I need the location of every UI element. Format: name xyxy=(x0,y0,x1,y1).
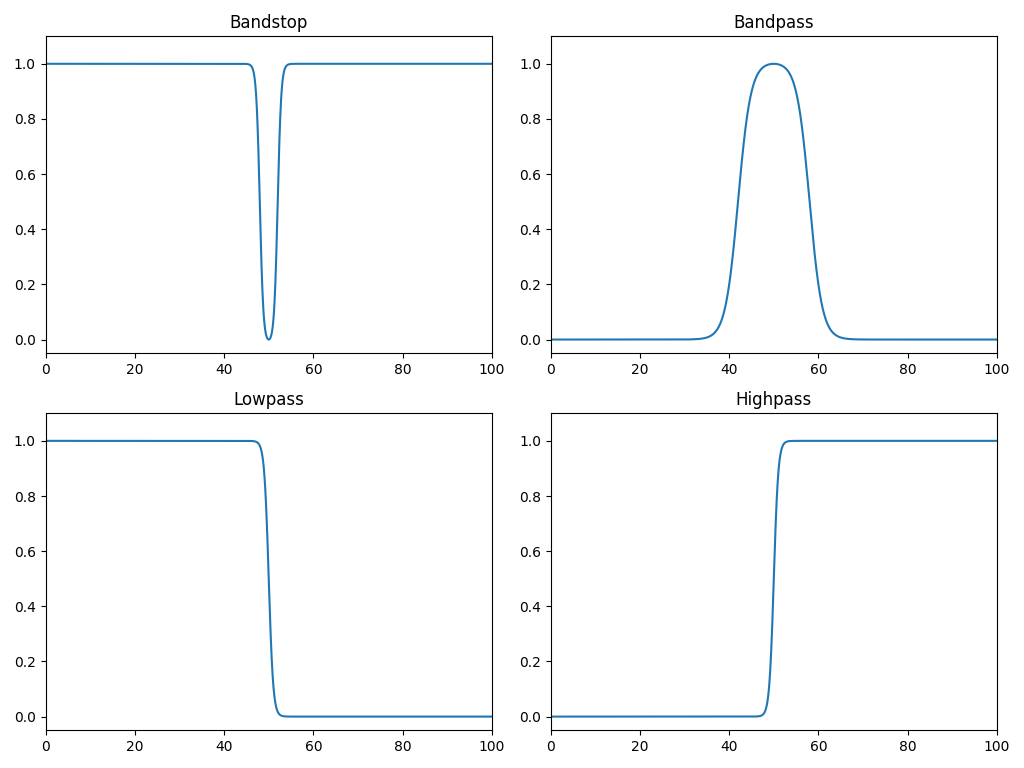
Title: Bandstop: Bandstop xyxy=(229,14,308,32)
Title: Bandpass: Bandpass xyxy=(733,14,814,32)
Title: Highpass: Highpass xyxy=(735,391,812,409)
Title: Lowpass: Lowpass xyxy=(233,391,304,409)
